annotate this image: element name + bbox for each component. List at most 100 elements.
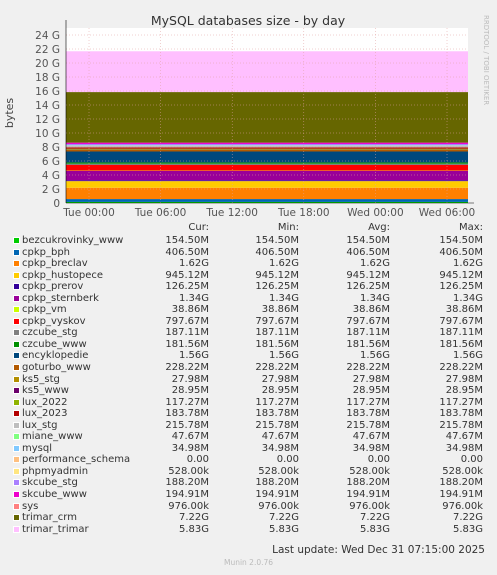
- legend-min: 7.22G: [268, 512, 299, 524]
- legend-max: 27.98M: [445, 373, 483, 385]
- legend-swatch: [13, 387, 20, 395]
- legend-swatch: [13, 502, 20, 510]
- y-tick-label: 18 G: [35, 72, 60, 84]
- area-cpkp_bph: [66, 199, 468, 202]
- legend-avg: 5.83G: [359, 523, 390, 535]
- area-cpkp_sternberk: [66, 170, 468, 181]
- y-tick-label: 22 G: [35, 44, 60, 56]
- legend-swatch: [13, 375, 20, 383]
- legend-row: lux_2023 183.78M 183.78M 183.78M 183.78M: [0, 408, 497, 420]
- legend-max: 34.98M: [445, 442, 483, 454]
- legend-row: skcube_www 194.91M 194.91M 194.91M 194.91M: [0, 489, 497, 501]
- col-max-header: Max:: [458, 222, 483, 233]
- legend-swatch: [13, 456, 20, 464]
- legend-row: cpkp_prerov 126.25M 126.25M 126.25M 126.25M: [0, 281, 497, 293]
- legend-name: lux_2022: [22, 396, 68, 408]
- legend-avg: 528.00k: [349, 465, 390, 477]
- legend-cur: 1.62G: [178, 258, 209, 270]
- legend-avg: 406.50M: [346, 246, 390, 258]
- legend-max: 154.50M: [439, 235, 483, 246]
- legend-cur: 7.22G: [178, 512, 209, 524]
- legend-min: 528.00k: [258, 465, 299, 477]
- legend-avg: 154.50M: [346, 235, 390, 246]
- legend-cur: 1.56G: [178, 350, 209, 362]
- col-min-header: Min:: [277, 222, 299, 233]
- legend-swatch: [13, 364, 20, 372]
- legend-cur: 187.11M: [165, 327, 209, 339]
- legend-min: 126.25M: [255, 281, 299, 293]
- legend-min: 188.20M: [255, 477, 299, 489]
- legend-name: czcube_stg: [22, 327, 78, 339]
- legend-row: encyklopedie 1.56G 1.56G 1.56G 1.56G: [0, 350, 497, 362]
- legend-min: 117.27M: [255, 396, 299, 408]
- legend-avg: 1.34G: [359, 292, 390, 304]
- legend-cur: 28.95M: [171, 385, 209, 397]
- area-czcube_stg: [66, 163, 468, 165]
- legend-name: trimar_crm: [22, 512, 77, 524]
- legend-swatch: [13, 433, 20, 441]
- legend-cur: 154.50M: [165, 235, 209, 246]
- legend-name: performance_schema: [22, 454, 131, 466]
- legend-avg: 188.20M: [346, 477, 390, 489]
- legend-avg: 7.22G: [359, 512, 390, 524]
- legend-cur: 0.00: [186, 454, 209, 466]
- area-trimar_trimar: [66, 51, 468, 93]
- x-tick-label: Tue 18:00: [277, 207, 330, 219]
- legend-cur: 38.86M: [171, 304, 209, 316]
- x-tick-label: Tue 12:00: [205, 207, 258, 219]
- legend-name: lux_2023: [22, 408, 68, 420]
- area-bezcukrovinky_www: [66, 201, 468, 203]
- legend-swatch: [13, 467, 20, 475]
- legend-swatch: [13, 421, 20, 429]
- legend-cur: 976.00k: [168, 500, 209, 512]
- legend-max: 976.00k: [442, 500, 483, 512]
- y-axis-label: bytes: [3, 98, 16, 129]
- legend-row: phpmyadmin 528.00k 528.00k 528.00k 528.00k: [0, 466, 497, 478]
- legend-min: 47.67M: [261, 431, 299, 443]
- legend-swatch: [13, 340, 20, 348]
- legend-cur: 945.12M: [165, 269, 209, 281]
- legend-name: bezcukrovinky_www: [22, 235, 124, 246]
- legend-name: ks5_www: [22, 385, 69, 397]
- legend-row: ks5_stg 27.98M 27.98M 27.98M 27.98M: [0, 374, 497, 386]
- legend-swatch: [13, 491, 20, 499]
- legend-cur: 183.78M: [165, 408, 209, 420]
- y-tick-label: 24 G: [35, 30, 60, 42]
- legend-avg: 183.78M: [346, 408, 390, 420]
- legend-name: cpkp_hustopece: [22, 269, 104, 281]
- legend-name: czcube_www: [22, 338, 87, 350]
- legend-row: czcube_www 181.56M 181.56M 181.56M 181.56M: [0, 339, 497, 351]
- legend-max: 528.00k: [442, 465, 483, 477]
- legend-max: 47.67M: [445, 431, 483, 443]
- legend-min: 34.98M: [261, 442, 299, 454]
- legend-avg: 976.00k: [349, 500, 390, 512]
- legend-row: lux_2022 117.27M 117.27M 117.27M 117.27M: [0, 397, 497, 409]
- legend-avg: 117.27M: [346, 396, 390, 408]
- y-tick-label: 0: [53, 198, 60, 210]
- y-tick-label: 4 G: [42, 170, 60, 182]
- legend-cur: 528.00k: [168, 465, 209, 477]
- legend-row: bezcukrovinky_www 154.50M 154.50M 154.50M 15…: [0, 235, 497, 247]
- legend-min: 154.50M: [255, 235, 299, 246]
- legend-max: 7.22G: [452, 512, 483, 524]
- area-encyklopedie: [66, 151, 468, 163]
- legend-cur: 126.25M: [165, 281, 209, 293]
- y-tick-label: 8 G: [42, 142, 60, 154]
- legend-name: cpkp_vyskov: [22, 315, 86, 327]
- legend-row: cpkp_breclav 1.62G 1.62G 1.62G 1.62G: [0, 258, 497, 270]
- legend-swatch: [13, 283, 20, 291]
- legend-header: Cur: Min: Avg: Max:: [0, 222, 497, 235]
- y-tick-label: 16 G: [35, 86, 60, 98]
- legend-cur: 797.67M: [165, 315, 209, 327]
- legend-swatch: [13, 294, 20, 302]
- legend-name: ks5_stg: [22, 373, 60, 385]
- legend-max: 1.56G: [452, 350, 483, 362]
- legend-min: 1.34G: [268, 292, 299, 304]
- legend-swatch: [13, 317, 20, 325]
- legend-row: trimar_trimar 5.83G 5.83G 5.83G 5.83G: [0, 524, 497, 536]
- legend-avg: 28.95M: [352, 385, 390, 397]
- legend-cur: 194.91M: [165, 489, 209, 501]
- legend-name: phpmyadmin: [22, 465, 89, 477]
- legend-max: 797.67M: [439, 315, 483, 327]
- area-lux_2023: [66, 147, 468, 149]
